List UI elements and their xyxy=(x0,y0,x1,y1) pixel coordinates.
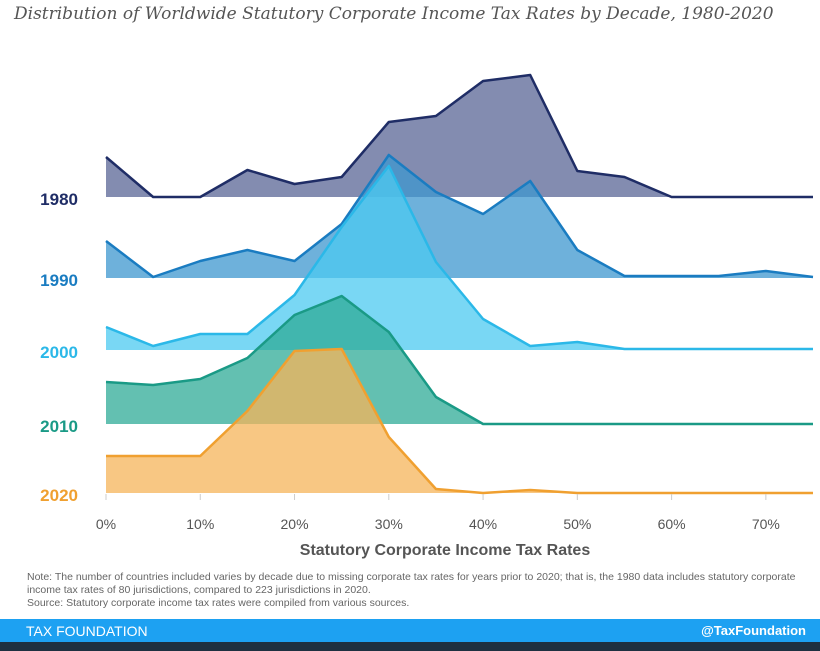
line-2000 xyxy=(105,164,813,351)
note-text: Note: The number of countries included v… xyxy=(27,571,796,596)
x-tick-label: 0% xyxy=(96,516,116,532)
x-tick-label: 20% xyxy=(281,516,309,532)
footer-brand: TAX FOUNDATION xyxy=(26,623,148,639)
area-1980 xyxy=(106,75,813,197)
footer-bar: TAX FOUNDATION @TaxFoundation xyxy=(0,619,820,642)
x-tick-label: 70% xyxy=(752,516,780,532)
series-label-1990: 1990 xyxy=(40,271,78,290)
x-tick-label: 30% xyxy=(375,516,403,532)
line-1990 xyxy=(105,153,814,279)
source-text: Source: Statutory corporate income tax r… xyxy=(27,597,410,609)
chart-notes: Note: The number of countries included v… xyxy=(27,571,807,610)
ridgeline-chart: 1980 1990 2000 2010 2020 0% 10% 20% 30% 40% 50% 60%… xyxy=(40,73,814,559)
footer-handle[interactable]: @TaxFoundation xyxy=(701,623,806,638)
series-label-2010: 2010 xyxy=(40,417,78,436)
line-2010 xyxy=(105,294,813,426)
x-tick-label: 50% xyxy=(563,516,591,532)
series-label-2000: 2000 xyxy=(40,343,78,362)
series-label-1980: 1980 xyxy=(40,190,78,209)
series-label-2020: 2020 xyxy=(40,486,78,505)
line-2020 xyxy=(106,347,813,495)
area-2020 xyxy=(106,349,813,493)
area-1990 xyxy=(106,155,813,278)
x-tick-label: 40% xyxy=(469,516,497,532)
chart-title: Distribution of Worldwide Statutory Corp… xyxy=(14,4,774,24)
area-2000 xyxy=(106,166,813,350)
x-tick-label: 10% xyxy=(186,516,214,532)
x-tick-label: 60% xyxy=(658,516,686,532)
bottom-bar xyxy=(0,642,820,651)
line-1980 xyxy=(105,73,813,199)
x-axis-label: Statutory Corporate Income Tax Rates xyxy=(300,542,591,559)
